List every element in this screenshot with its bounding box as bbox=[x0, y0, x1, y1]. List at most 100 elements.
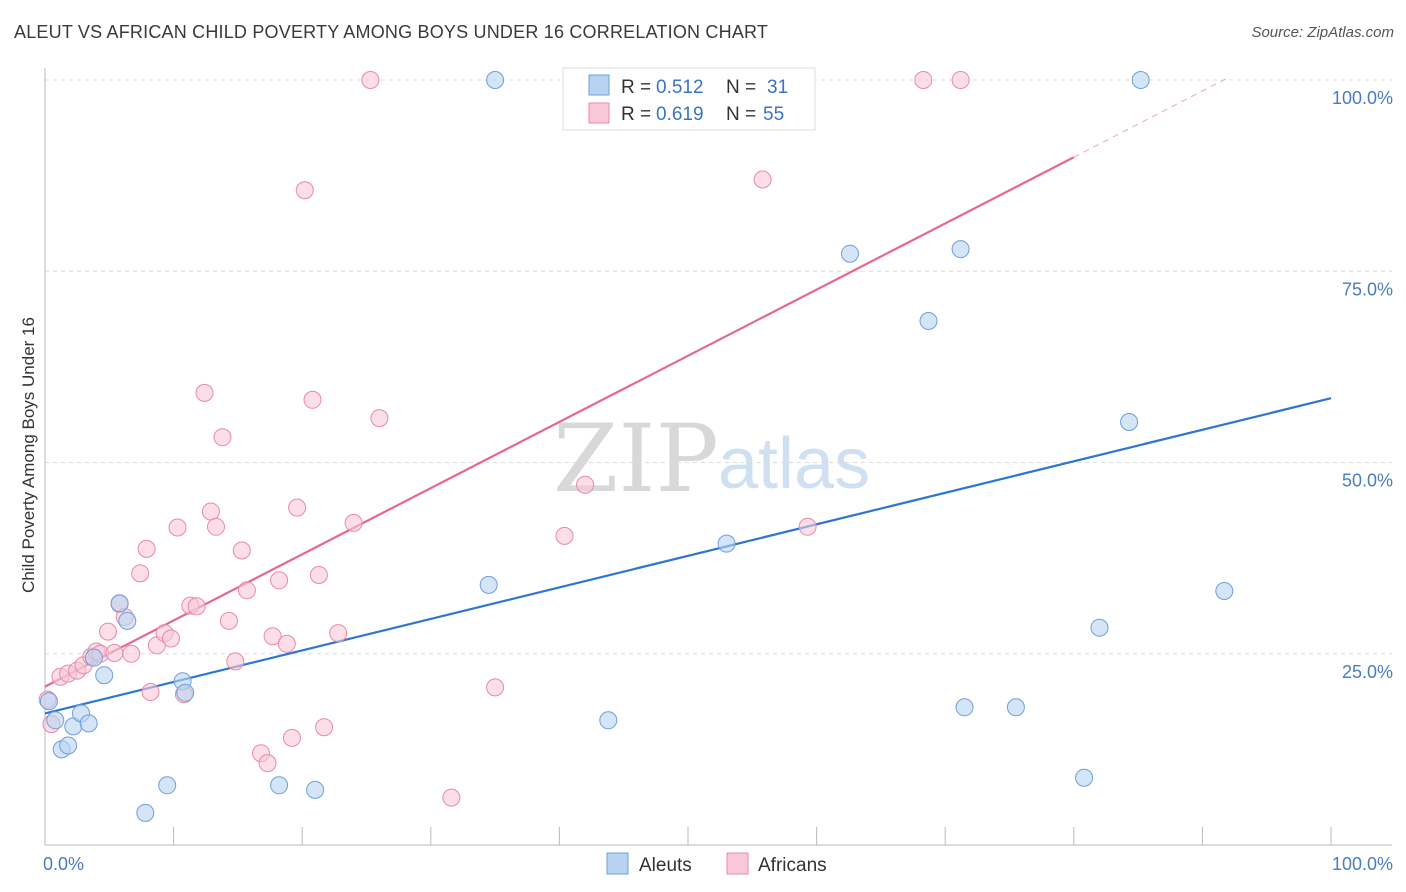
african-point bbox=[309, 566, 328, 584]
aleut-point bbox=[136, 803, 155, 822]
correlation-legend: R = 0.512 N = 31 R = 0.619 N = 55 bbox=[562, 67, 816, 131]
african-point bbox=[295, 181, 314, 200]
aleut-point bbox=[79, 714, 98, 733]
african-point bbox=[162, 629, 180, 648]
aleut-point bbox=[95, 666, 114, 685]
data-points bbox=[38, 71, 1234, 822]
axes: 25.0% 50.0% 75.0% 100.0% 0.0% 100.0% bbox=[43, 68, 1393, 874]
legend-africans-n-label: N = bbox=[726, 104, 756, 125]
legend-swatch-africans bbox=[588, 102, 610, 124]
aleut-point bbox=[955, 698, 974, 717]
legend-africans-r-label: R = bbox=[621, 104, 651, 125]
african-point bbox=[277, 634, 296, 653]
gridlines bbox=[45, 79, 1392, 655]
bottom-legend-swatch-africans bbox=[726, 852, 749, 875]
legend-aleuts-n-label: N = bbox=[726, 77, 756, 98]
legend-aleuts-n-value: 31 bbox=[767, 77, 788, 98]
y-axis-label: Child Poverty Among Boys Under 16 bbox=[19, 317, 38, 593]
x-tick-label: 0.0% bbox=[43, 854, 84, 874]
african-point bbox=[288, 498, 307, 517]
aleut-point bbox=[951, 240, 970, 259]
african-point bbox=[282, 728, 301, 747]
aleut-point bbox=[118, 611, 137, 630]
african-point bbox=[270, 571, 289, 590]
aleut-point bbox=[158, 776, 177, 795]
aleut-point bbox=[46, 711, 65, 730]
aleut-trend-line bbox=[44, 397, 1332, 715]
african-point bbox=[105, 644, 124, 662]
x-tick-label: 100.0% bbox=[1332, 854, 1393, 874]
african-point bbox=[122, 644, 141, 663]
watermark-atlas: atlas bbox=[718, 424, 870, 504]
african-point bbox=[226, 652, 245, 671]
african-point bbox=[798, 517, 817, 536]
aleut-point bbox=[599, 711, 618, 730]
aleut-point bbox=[1120, 413, 1139, 431]
aleut-point bbox=[1131, 71, 1150, 89]
aleut-point bbox=[84, 648, 103, 667]
watermark-zip: ZIP bbox=[553, 405, 719, 514]
african-point bbox=[258, 754, 277, 773]
aleut-point bbox=[1075, 768, 1094, 787]
aleut-point bbox=[59, 736, 78, 755]
african-point bbox=[263, 627, 282, 646]
african-point bbox=[344, 513, 363, 532]
african-point bbox=[131, 564, 150, 583]
african-point bbox=[576, 475, 595, 494]
african-point bbox=[370, 409, 389, 428]
legend-africans-n-value: 55 bbox=[763, 104, 784, 125]
african-point bbox=[753, 170, 772, 189]
african-point bbox=[141, 683, 160, 701]
african-point bbox=[232, 541, 251, 560]
legend-aleuts-r-value: 0.512 bbox=[656, 77, 704, 98]
y-tick-label: 25.0% bbox=[1342, 662, 1393, 682]
aleut-point bbox=[486, 71, 505, 89]
african-point bbox=[361, 71, 380, 89]
bottom-legend-swatch-aleuts bbox=[606, 852, 629, 875]
african-point bbox=[187, 597, 206, 616]
african-point bbox=[237, 581, 256, 600]
african-point bbox=[195, 383, 214, 402]
legend-africans-r-value: 0.619 bbox=[656, 104, 704, 125]
african-point bbox=[99, 622, 117, 641]
aleut-point bbox=[479, 575, 498, 594]
trend-lines bbox=[44, 77, 1332, 715]
african-point bbox=[207, 517, 225, 536]
aleut-point bbox=[176, 683, 195, 702]
african-point bbox=[201, 502, 220, 521]
african-point bbox=[168, 518, 187, 537]
african-point bbox=[555, 526, 574, 545]
african-point bbox=[914, 71, 933, 89]
aleut-point bbox=[39, 692, 58, 711]
aleut-point bbox=[270, 776, 289, 795]
african-point bbox=[213, 428, 232, 447]
source-label: Source: ZipAtlas.com bbox=[1251, 24, 1394, 41]
y-tick-label: 100.0% bbox=[1332, 88, 1393, 108]
african-point bbox=[303, 390, 322, 409]
y-tick-label: 50.0% bbox=[1342, 471, 1393, 491]
african-point bbox=[329, 624, 348, 643]
aleut-point bbox=[919, 312, 938, 330]
aleut-point bbox=[841, 244, 859, 263]
bottom-legend-aleuts: Aleuts bbox=[639, 855, 692, 876]
aleut-point bbox=[110, 594, 129, 613]
series-legend: Aleuts Africans bbox=[606, 852, 827, 876]
chart-title: ALEUT VS AFRICAN CHILD POVERTY AMONG BOY… bbox=[14, 22, 769, 42]
y-tick-label: 75.0% bbox=[1342, 279, 1393, 299]
african-trend-extension bbox=[1073, 77, 1229, 158]
aleut-point bbox=[717, 534, 736, 553]
bottom-legend-africans: Africans bbox=[758, 855, 827, 876]
aleut-point bbox=[1006, 698, 1025, 717]
african-point bbox=[951, 71, 970, 89]
african-point bbox=[442, 788, 461, 807]
african-point bbox=[219, 611, 238, 630]
african-point bbox=[315, 718, 334, 737]
african-point bbox=[486, 678, 505, 697]
african-point bbox=[137, 539, 156, 558]
aleut-point bbox=[1215, 582, 1234, 600]
legend-aleuts-r-label: R = bbox=[621, 77, 651, 98]
aleut-point bbox=[306, 780, 325, 799]
african-trend-line bbox=[44, 156, 1075, 688]
aleut-point bbox=[1090, 618, 1109, 637]
